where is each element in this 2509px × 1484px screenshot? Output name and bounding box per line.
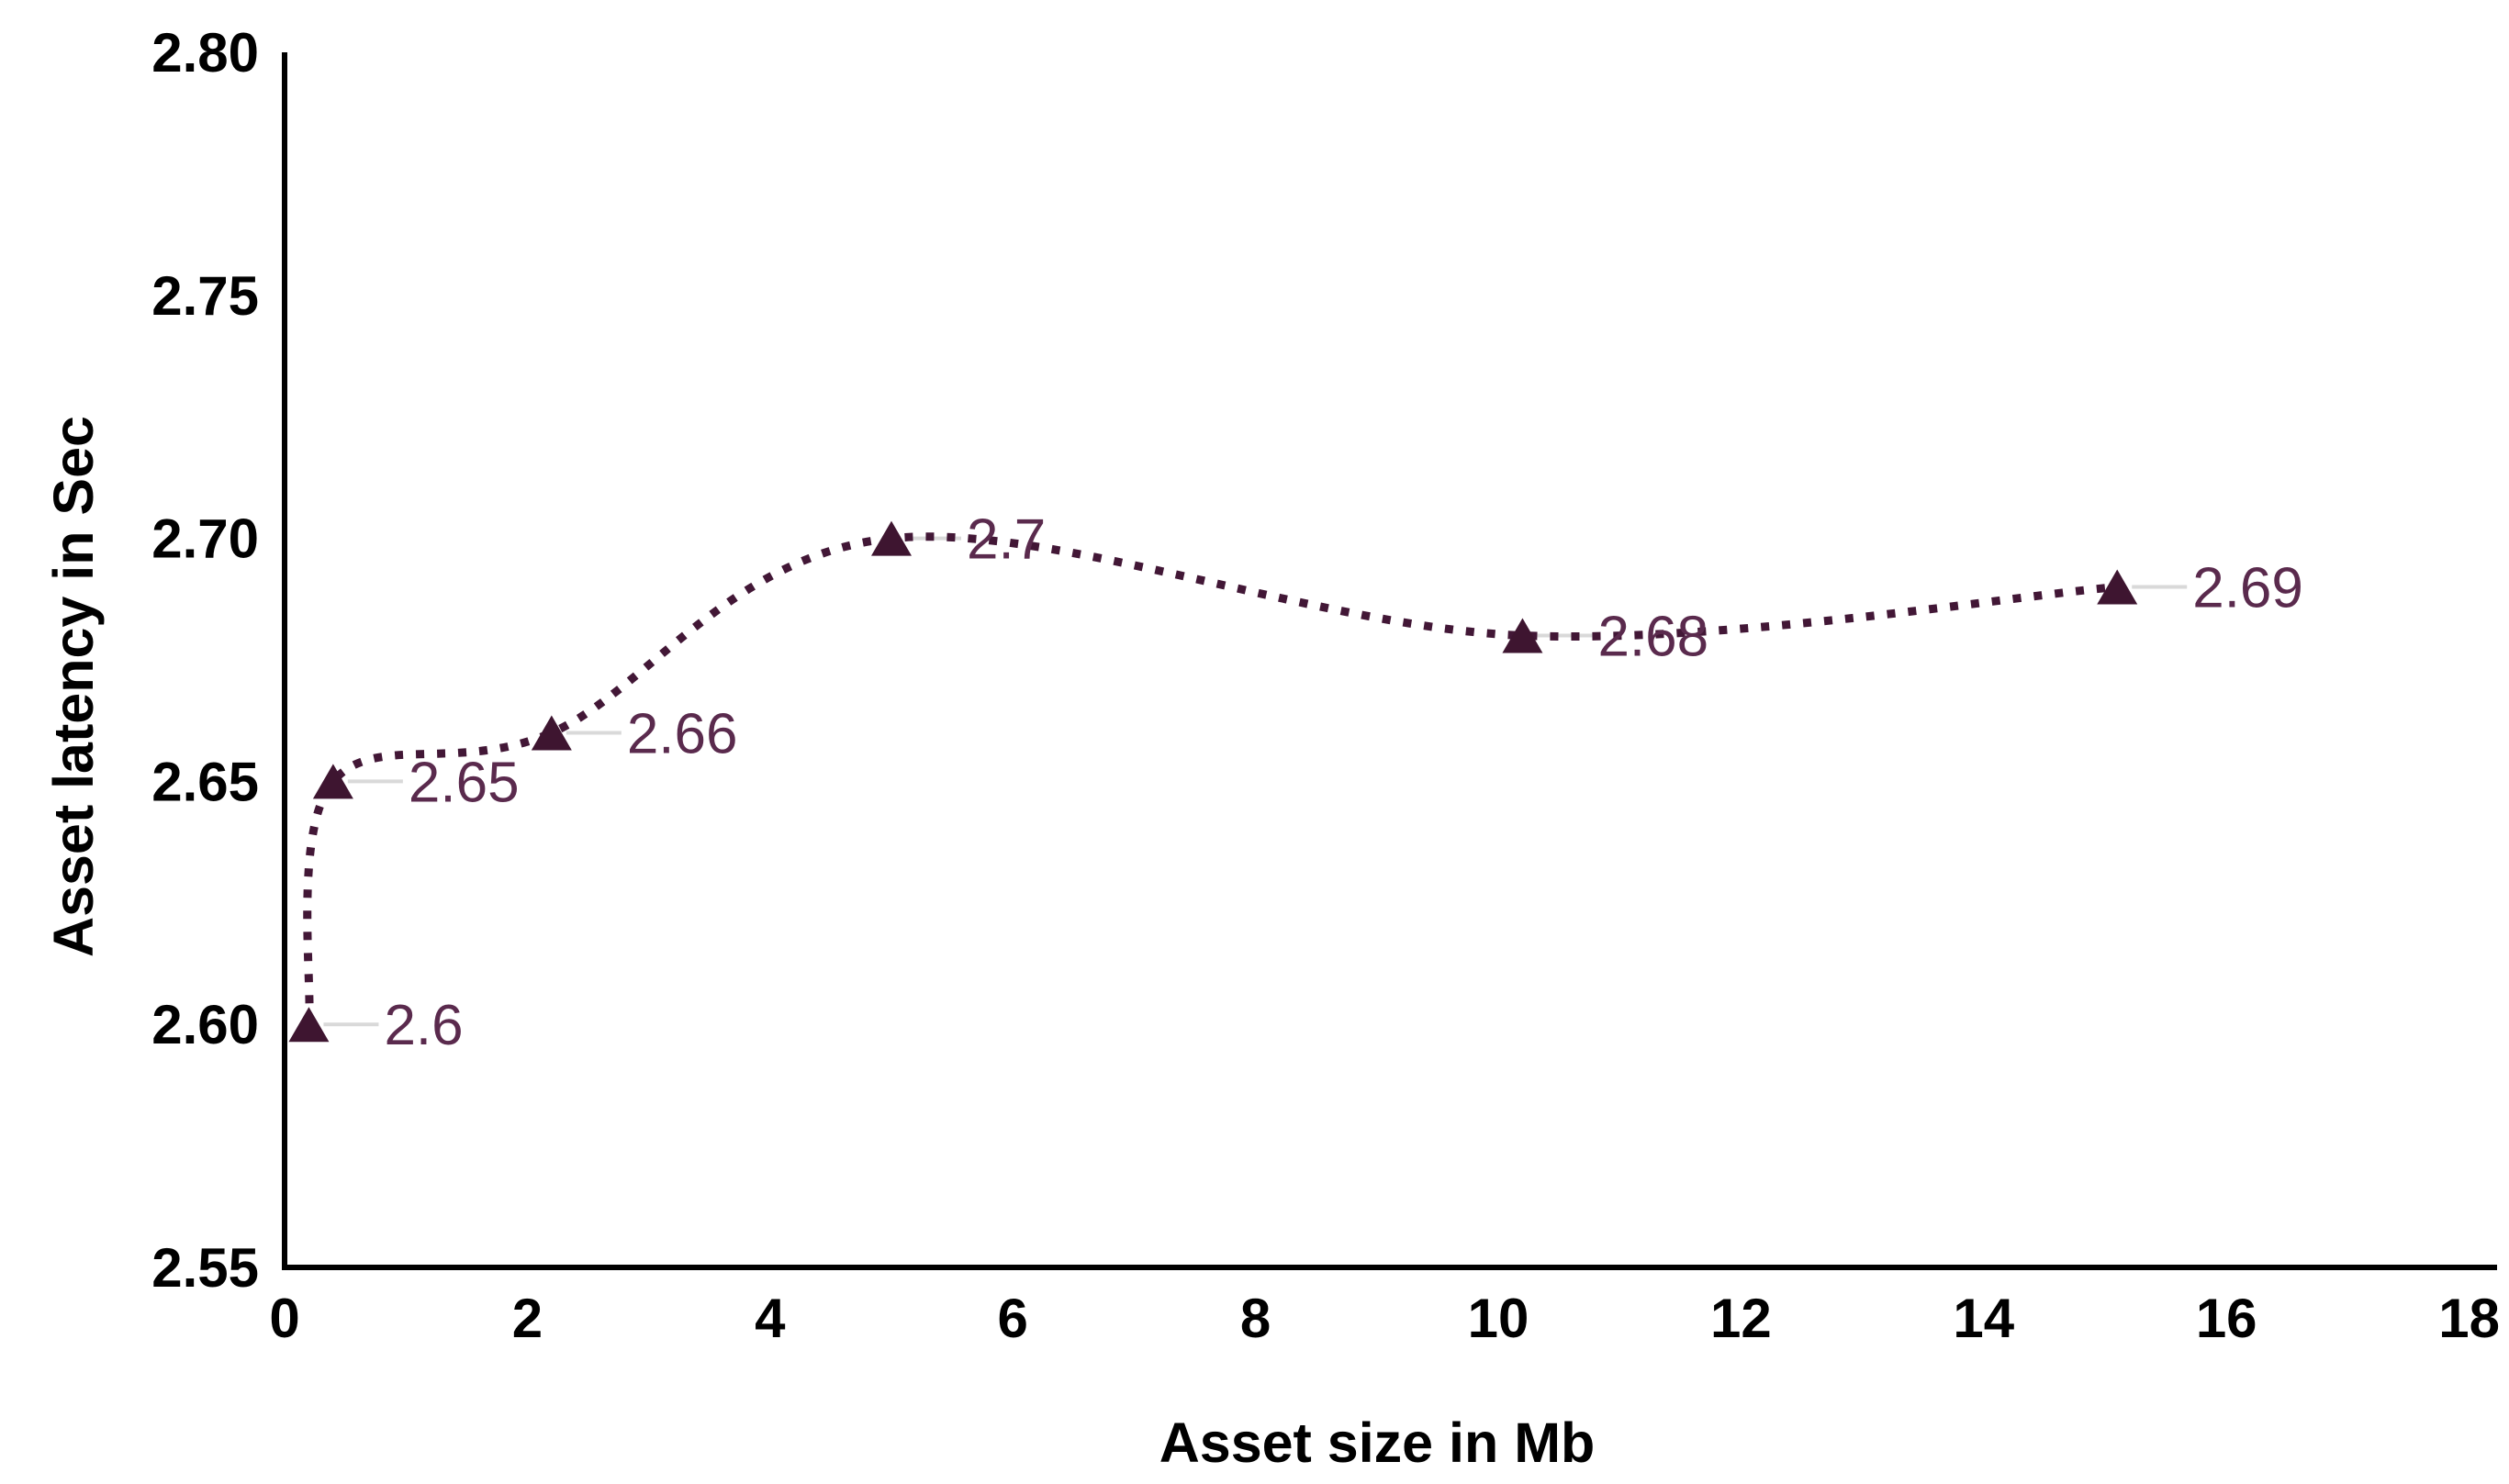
data-point-label: 2.66 bbox=[627, 702, 738, 765]
x-tick-label: 2 bbox=[512, 1288, 543, 1349]
data-point-marker bbox=[871, 520, 912, 556]
data-point-label: 2.7 bbox=[967, 508, 1046, 572]
y-axis-title: Asset latency in Sec bbox=[42, 416, 105, 957]
x-tick-label: 6 bbox=[998, 1288, 1028, 1349]
x-tick-label: 16 bbox=[2196, 1288, 2257, 1349]
x-tick-label: 8 bbox=[1240, 1288, 1271, 1349]
data-point-label: 2.65 bbox=[409, 751, 520, 814]
x-tick-label: 18 bbox=[2438, 1288, 2500, 1349]
x-tick-label: 0 bbox=[269, 1288, 299, 1349]
x-tick-label: 4 bbox=[755, 1288, 786, 1349]
data-point-marker bbox=[2097, 569, 2138, 605]
series-dotted-line bbox=[303, 532, 2118, 1025]
y-tick-label: 2.65 bbox=[151, 751, 259, 812]
x-axis-title: Asset size in Mb bbox=[1159, 1411, 1596, 1474]
data-point-marker bbox=[312, 764, 353, 799]
y-tick-label: 2.80 bbox=[151, 22, 259, 84]
data-point-label: 2.68 bbox=[1597, 606, 1708, 669]
y-tick-label: 2.60 bbox=[151, 994, 259, 1055]
y-tick-label: 2.75 bbox=[151, 265, 259, 327]
data-point-label: 2.6 bbox=[384, 994, 463, 1057]
data-point-marker bbox=[531, 715, 572, 751]
x-tick-label: 12 bbox=[1710, 1288, 1772, 1349]
x-tick-label: 14 bbox=[1953, 1288, 2014, 1349]
data-point-marker bbox=[1502, 618, 1543, 653]
data-point-marker bbox=[288, 1007, 330, 1043]
y-tick-label: 2.55 bbox=[151, 1237, 259, 1299]
data-point-label: 2.69 bbox=[2192, 557, 2303, 620]
x-tick-label: 10 bbox=[1468, 1288, 1529, 1349]
y-tick-label: 2.70 bbox=[151, 508, 259, 570]
